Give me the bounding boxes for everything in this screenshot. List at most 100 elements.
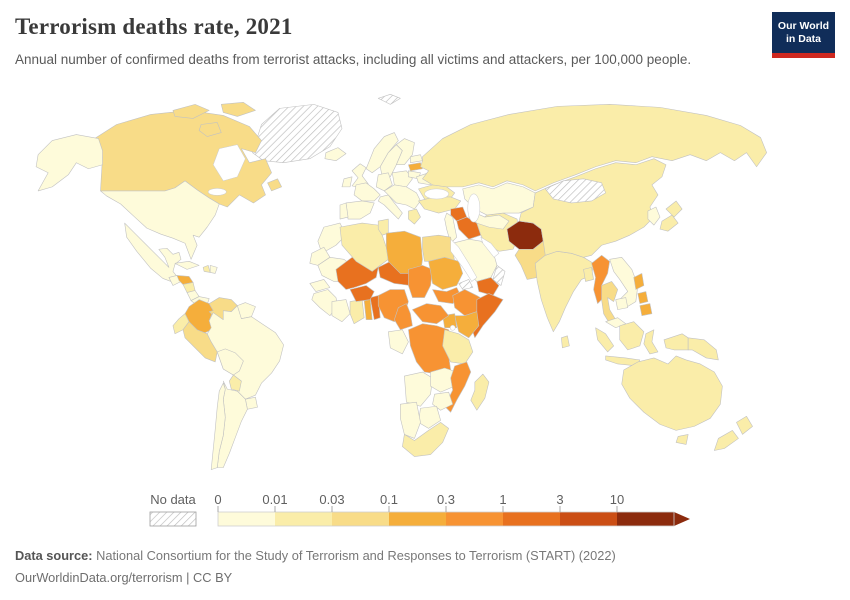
country-bangladesh[interactable] [583, 267, 594, 282]
country-chile[interactable] [210, 382, 226, 470]
country-japan[interactable] [659, 214, 679, 232]
country-tunisia[interactable] [377, 218, 389, 236]
legend-bin-5[interactable] [446, 512, 503, 526]
country-indonesia[interactable] [619, 321, 645, 351]
country-india[interactable] [534, 250, 594, 333]
country-greenland[interactable] [252, 104, 343, 164]
country-namibia[interactable] [400, 401, 421, 439]
country-angola[interactable] [404, 371, 433, 407]
country-dominican-republic[interactable] [209, 265, 218, 274]
data-source-text: National Consortium for the Study of Ter… [96, 548, 616, 563]
country-philippines[interactable] [637, 291, 649, 304]
country-philippines[interactable] [633, 273, 645, 290]
legend-tick-label-0.01: 0.01 [262, 492, 287, 507]
world-map-container [20, 90, 825, 485]
country-gabon-congo[interactable] [387, 329, 409, 355]
legend-bin-8[interactable] [617, 512, 674, 526]
legend-bin-7[interactable] [560, 512, 617, 526]
legend-no-data-swatch[interactable] [149, 511, 197, 527]
country-yemen[interactable] [476, 277, 500, 296]
country-zimbabwe[interactable] [432, 391, 453, 411]
country-mongolia[interactable] [544, 178, 606, 204]
country-democratic-republic-of-congo[interactable] [408, 323, 453, 375]
country-cambodia[interactable] [615, 297, 629, 310]
country-chad[interactable] [408, 265, 433, 298]
country-canada[interactable] [172, 104, 210, 119]
country-china[interactable] [518, 158, 667, 258]
country-mexico[interactable] [124, 222, 182, 282]
country-united-kingdom[interactable] [351, 163, 369, 189]
country-egypt[interactable] [422, 234, 456, 262]
country-europe-other[interactable] [383, 184, 421, 210]
country-cameroon[interactable] [394, 303, 413, 331]
country-senegal[interactable] [309, 279, 331, 292]
country-madagascar[interactable] [470, 373, 490, 411]
country-bolivia[interactable] [216, 348, 244, 376]
country-finland[interactable] [396, 138, 415, 166]
country-russia[interactable] [420, 104, 767, 192]
country-philippines[interactable] [639, 303, 653, 316]
country-france[interactable] [353, 182, 381, 202]
country-brazil[interactable] [206, 305, 284, 400]
country-canada[interactable] [198, 122, 222, 137]
country-united-states[interactable] [100, 180, 220, 260]
data-source-label: Data source: [15, 548, 93, 563]
country-sudan[interactable] [428, 257, 464, 290]
license-line[interactable]: OurWorldinData.org/terrorism | CC BY [15, 570, 233, 586]
country-south-africa[interactable] [402, 422, 449, 457]
country-sri-lanka[interactable] [561, 335, 570, 349]
country-thailand[interactable] [601, 281, 619, 325]
country-iceland[interactable] [324, 147, 347, 162]
country-greece[interactable] [408, 208, 421, 225]
country-ghana[interactable] [349, 299, 365, 325]
country-japan[interactable] [665, 200, 683, 218]
legend-bin-4[interactable] [389, 512, 446, 526]
country-oman[interactable] [492, 265, 506, 286]
country-europe-other[interactable] [410, 154, 423, 164]
country-indonesia[interactable] [595, 327, 614, 353]
country-australia[interactable] [621, 355, 723, 431]
country-indonesia[interactable] [643, 329, 659, 355]
world-map [35, 93, 767, 470]
country-new-zealand[interactable] [736, 415, 753, 435]
legend-arrow-tip [674, 512, 690, 526]
country-spain[interactable] [345, 200, 375, 220]
black-sea [424, 188, 449, 200]
country-tanzania[interactable] [442, 329, 474, 365]
country-cote-divoire[interactable] [331, 299, 351, 323]
country-germany[interactable] [375, 172, 393, 192]
country-new-zealand[interactable] [714, 430, 739, 451]
lake-victoria [449, 324, 456, 331]
country-indonesia[interactable] [663, 333, 689, 351]
country-jordan[interactable] [444, 212, 458, 244]
country-poland[interactable] [392, 170, 413, 188]
country-australia[interactable] [675, 434, 689, 445]
country-morocco[interactable] [317, 222, 347, 254]
country-benin[interactable] [369, 295, 381, 321]
legend-bin-2[interactable] [275, 512, 332, 526]
country-united-states[interactable] [35, 134, 103, 192]
country-papua-new-guinea[interactable] [687, 337, 719, 361]
country-central-african-republic[interactable] [412, 303, 449, 325]
country-latvia[interactable] [408, 162, 423, 172]
country-italy[interactable] [377, 194, 403, 220]
country-norway[interactable] [365, 132, 399, 174]
country-paraguay[interactable] [228, 374, 242, 392]
legend-bin-1[interactable] [218, 512, 275, 526]
legend-tick-label-0: 0 [214, 492, 221, 507]
country-south-korea[interactable] [647, 206, 661, 226]
country-eritrea[interactable] [458, 279, 474, 290]
data-source-line: Data source: National Consortium for the… [15, 545, 616, 567]
legend-bin-6[interactable] [503, 512, 560, 526]
country-svalbard[interactable] [377, 93, 401, 105]
country-haiti[interactable] [202, 265, 211, 273]
country-canada[interactable] [267, 178, 282, 192]
legend-bin-3[interactable] [332, 512, 389, 526]
owid-logo[interactable]: Our World in Data [772, 12, 835, 58]
country-cuba[interactable] [174, 261, 200, 270]
country-portugal[interactable] [339, 202, 349, 220]
country-canada[interactable] [220, 102, 256, 117]
country-ireland[interactable] [341, 176, 353, 188]
country-kenya[interactable] [454, 311, 480, 339]
country-burkina-faso[interactable] [349, 285, 375, 302]
